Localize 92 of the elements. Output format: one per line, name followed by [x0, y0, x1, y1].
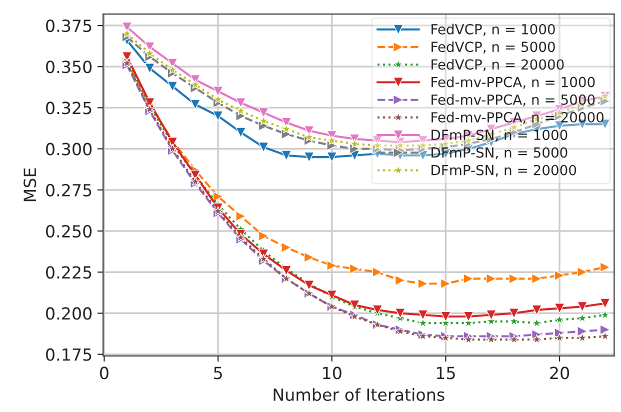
point [236, 98, 246, 108]
point [144, 48, 155, 58]
point [486, 310, 496, 320]
legend-label: Fed-mv-PPCA, n = 20000 [432, 112, 604, 124]
point [463, 311, 474, 322]
point [304, 132, 314, 142]
point [304, 252, 314, 263]
point [326, 152, 338, 162]
point [600, 298, 610, 309]
point [122, 52, 132, 62]
legend-label: Fed-mv-PPCA, n = 1000 [432, 76, 595, 89]
point [509, 334, 519, 344]
point [463, 273, 474, 284]
point [440, 311, 451, 322]
point [577, 312, 588, 322]
point [395, 140, 406, 150]
point [554, 270, 565, 281]
x-tick-label: 20 [550, 366, 570, 380]
point [372, 140, 382, 150]
point [281, 124, 292, 134]
point [190, 99, 200, 110]
point [532, 273, 542, 284]
point [326, 260, 338, 271]
point [394, 308, 406, 318]
point [212, 86, 224, 96]
point [122, 28, 132, 38]
point [532, 334, 542, 344]
point [190, 176, 200, 186]
point [418, 278, 428, 289]
point [168, 144, 178, 154]
point [508, 308, 520, 318]
point [577, 266, 588, 278]
point [212, 110, 224, 122]
legend-label: FedVCP, n = 5000 [432, 41, 555, 54]
x-tick-label: 10 [323, 366, 342, 380]
point [236, 127, 246, 138]
x-axis-title: Number of Iterations [274, 388, 444, 401]
point [418, 140, 428, 150]
point [258, 230, 269, 242]
point [350, 138, 360, 148]
point [349, 264, 360, 274]
point [394, 275, 406, 286]
y-tick-label: 0.225 [46, 266, 92, 279]
y-tick-label: 0.175 [46, 348, 92, 361]
point [554, 303, 565, 314]
point [508, 273, 520, 284]
point [281, 150, 292, 161]
point [304, 152, 314, 162]
y-tick-label: 0.200 [46, 307, 92, 320]
point [486, 334, 496, 344]
x-tick-label: 5 [214, 366, 222, 380]
point [532, 304, 542, 316]
point [236, 211, 246, 222]
point [213, 206, 224, 216]
point [577, 326, 588, 337]
legend-label: Fed-mv-PPCA, n = 5000 [432, 94, 595, 106]
y-tick-label: 0.350 [46, 60, 92, 74]
point [600, 324, 610, 335]
legend-label: FedVCP, n = 1000 [432, 24, 555, 36]
point [167, 81, 178, 92]
point [258, 142, 269, 152]
point [236, 106, 246, 116]
legend-label: FedVCP, n = 20000 [432, 58, 564, 72]
point [281, 242, 292, 253]
point [372, 304, 383, 316]
point [236, 110, 246, 122]
y-tick-label: 0.250 [46, 224, 92, 238]
point [304, 280, 314, 290]
point [258, 116, 269, 126]
y-tick-label: 0.300 [46, 142, 92, 156]
point [600, 262, 610, 272]
y-tick-label: 0.375 [46, 19, 92, 32]
point [372, 266, 383, 278]
point [418, 310, 428, 320]
point [577, 301, 588, 312]
point [440, 278, 451, 289]
y-tick-label: 0.325 [46, 102, 92, 114]
point [258, 107, 269, 118]
point [144, 104, 155, 114]
point [486, 273, 496, 284]
legend-label: DFmP-SN, n = 20000 [432, 164, 576, 177]
point [577, 332, 588, 342]
y-axis-title: MSE [24, 168, 36, 202]
point [168, 64, 178, 74]
x-tick-label: 0 [100, 366, 108, 380]
x-tick-label: 15 [436, 366, 455, 380]
point [236, 232, 246, 242]
point [258, 254, 269, 264]
point [144, 63, 155, 74]
point [464, 334, 474, 344]
point [190, 79, 200, 89]
y-tick-label: 0.275 [46, 184, 92, 196]
